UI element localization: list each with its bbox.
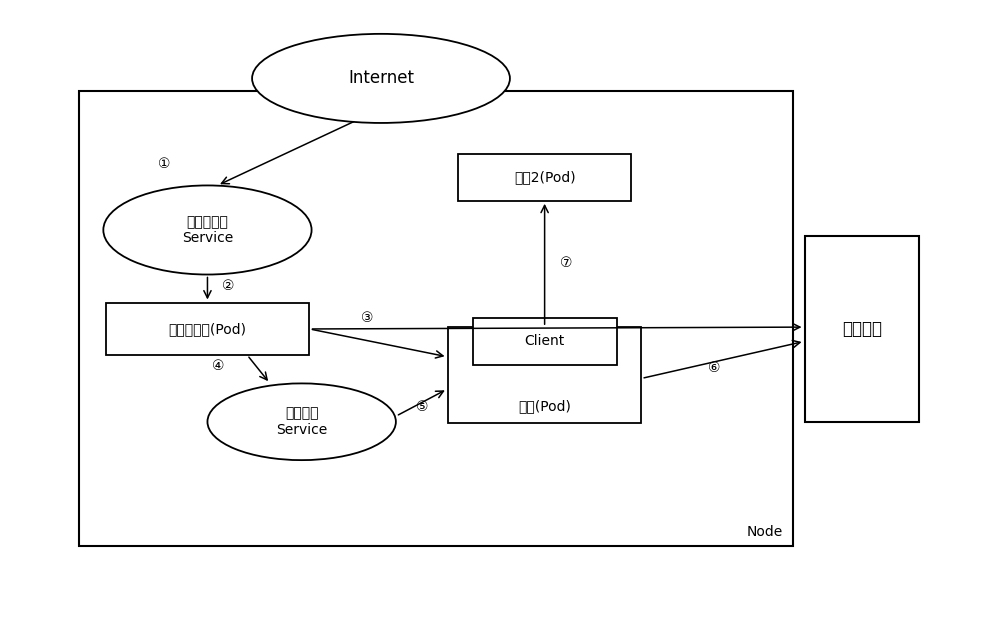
Text: 业务2(Pod): 业务2(Pod) [514, 171, 575, 184]
Ellipse shape [252, 34, 510, 123]
Text: 业务服务
Service: 业务服务 Service [276, 407, 327, 437]
FancyBboxPatch shape [106, 303, 309, 356]
Text: ③: ③ [361, 310, 374, 325]
FancyBboxPatch shape [79, 91, 793, 545]
FancyBboxPatch shape [458, 154, 631, 201]
Text: ②: ② [222, 279, 235, 293]
FancyBboxPatch shape [805, 236, 919, 422]
Text: ⑦: ⑦ [560, 256, 572, 270]
Ellipse shape [103, 186, 312, 275]
Text: ⑥: ⑥ [708, 361, 721, 376]
Text: ⑤: ⑤ [416, 399, 428, 414]
Text: Internet: Internet [348, 70, 414, 87]
Text: Node: Node [746, 525, 783, 539]
Text: ①: ① [158, 157, 170, 171]
Text: 注册中心: 注册中心 [842, 320, 882, 338]
FancyBboxPatch shape [448, 327, 641, 423]
Text: Client: Client [524, 334, 565, 349]
Text: ④: ④ [212, 359, 225, 374]
FancyBboxPatch shape [473, 318, 617, 364]
Ellipse shape [207, 383, 396, 460]
Text: 业务(Pod): 业务(Pod) [518, 399, 571, 413]
Text: 微服务网关
Service: 微服务网关 Service [182, 215, 233, 245]
Text: 微服务网关(Pod): 微服务网关(Pod) [168, 322, 246, 336]
